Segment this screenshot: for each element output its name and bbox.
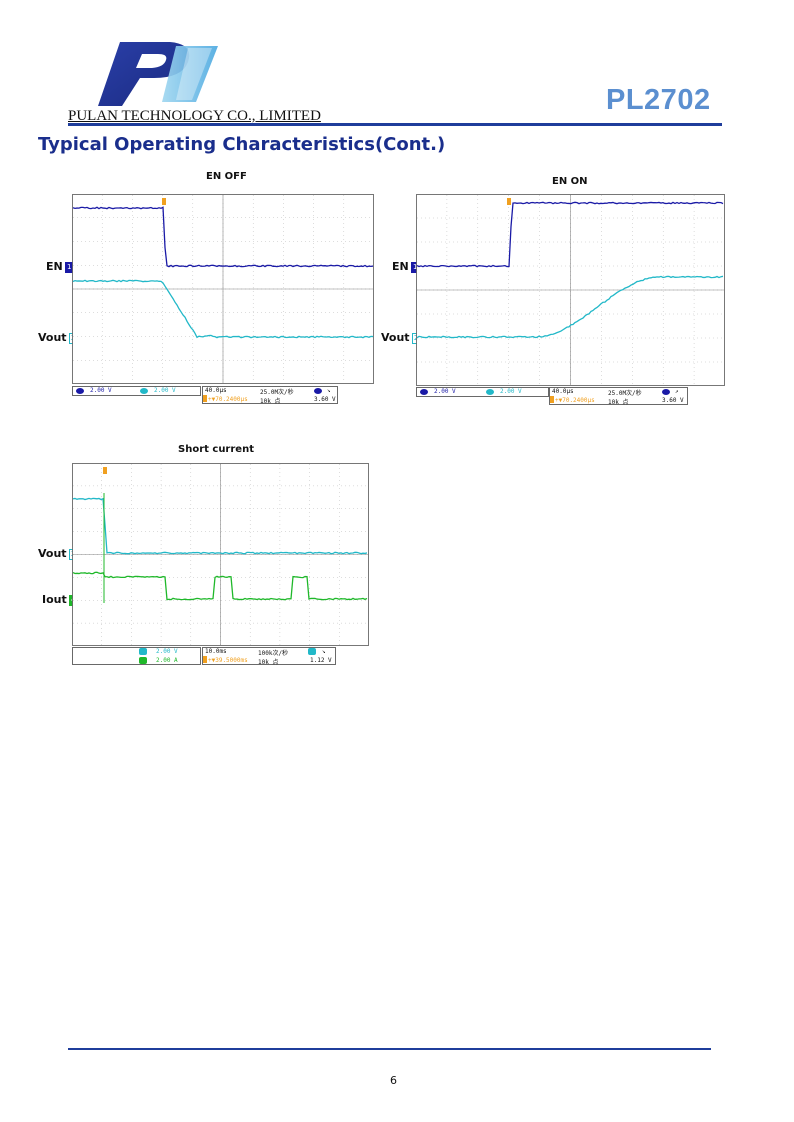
scope-en-off-screen [72, 194, 374, 384]
ch1-scale: 2.00 V [90, 387, 112, 394]
ch1-scale: 2.00 V [434, 388, 456, 395]
footer-divider [68, 1048, 711, 1050]
points: 10k 点 [608, 397, 628, 406]
scope-en-off-info-bar: 2.00 V 2.00 V 40.0μs 25.0M次/秒 ↘ +▼70.240… [72, 386, 374, 404]
section-title: Typical Operating Characteristics(Cont.) [38, 134, 445, 155]
timebase: 40.0μs [552, 388, 574, 395]
timebase: 40.0μs [205, 387, 227, 394]
points: 10k 点 [260, 396, 280, 405]
scope-en-on-title: EN ON [552, 176, 588, 187]
scope-short-title: Short current [178, 444, 254, 455]
delay: +▼70.2400μs [208, 396, 248, 403]
scope-en-on-info-bar: 2.00 V 2.00 V 40.0μs 25.0M次/秒 ↗ +▼70.240… [416, 387, 718, 405]
trigger-edge-icon: ↘ [322, 648, 326, 655]
pulan-logo-icon [92, 38, 222, 108]
sample-rate: 100k次/秒 [258, 648, 288, 657]
sample-rate: 25.0M次/秒 [608, 388, 642, 397]
trigger-edge-icon: ↗ [675, 388, 679, 395]
ch2-scale: 2.00 V [500, 388, 522, 395]
scope-en-on-ch2-label: Vout 2 [381, 331, 421, 344]
header-divider [68, 123, 722, 126]
trigger-level: 3.60 V [314, 396, 336, 403]
ch2-scale: 2.00 V [156, 648, 178, 655]
scope-en-off-title: EN OFF [206, 171, 247, 182]
scope-short-screen [72, 463, 369, 646]
trigger-marker-icon [507, 198, 511, 205]
delay: +▼70.2400μs [555, 397, 595, 404]
points: 10k 点 [258, 657, 278, 666]
scope-short-info-bar: 2.00 V 2.00 A 10.0ms 100k次/秒 ↘ +▼39.5000… [72, 647, 369, 665]
sample-rate: 25.0M次/秒 [260, 387, 294, 396]
ch2-scale: 2.00 V [154, 387, 176, 394]
trigger-level: 3.60 V [662, 397, 684, 404]
timebase: 10.0ms [205, 648, 227, 655]
ch4-scale: 2.00 A [156, 657, 178, 664]
trigger-edge-icon: ↘ [327, 387, 331, 394]
page-number: 6 [390, 1074, 397, 1087]
scope-en-off-ch1-label: EN 1 [46, 260, 74, 273]
part-number: PL2702 [606, 84, 711, 117]
trigger-marker-icon [103, 467, 107, 474]
delay: +▼39.5000ms [208, 657, 248, 664]
trigger-level: 1.12 V [310, 657, 332, 664]
scope-en-on-screen [416, 194, 725, 386]
trigger-marker-icon [162, 198, 166, 205]
